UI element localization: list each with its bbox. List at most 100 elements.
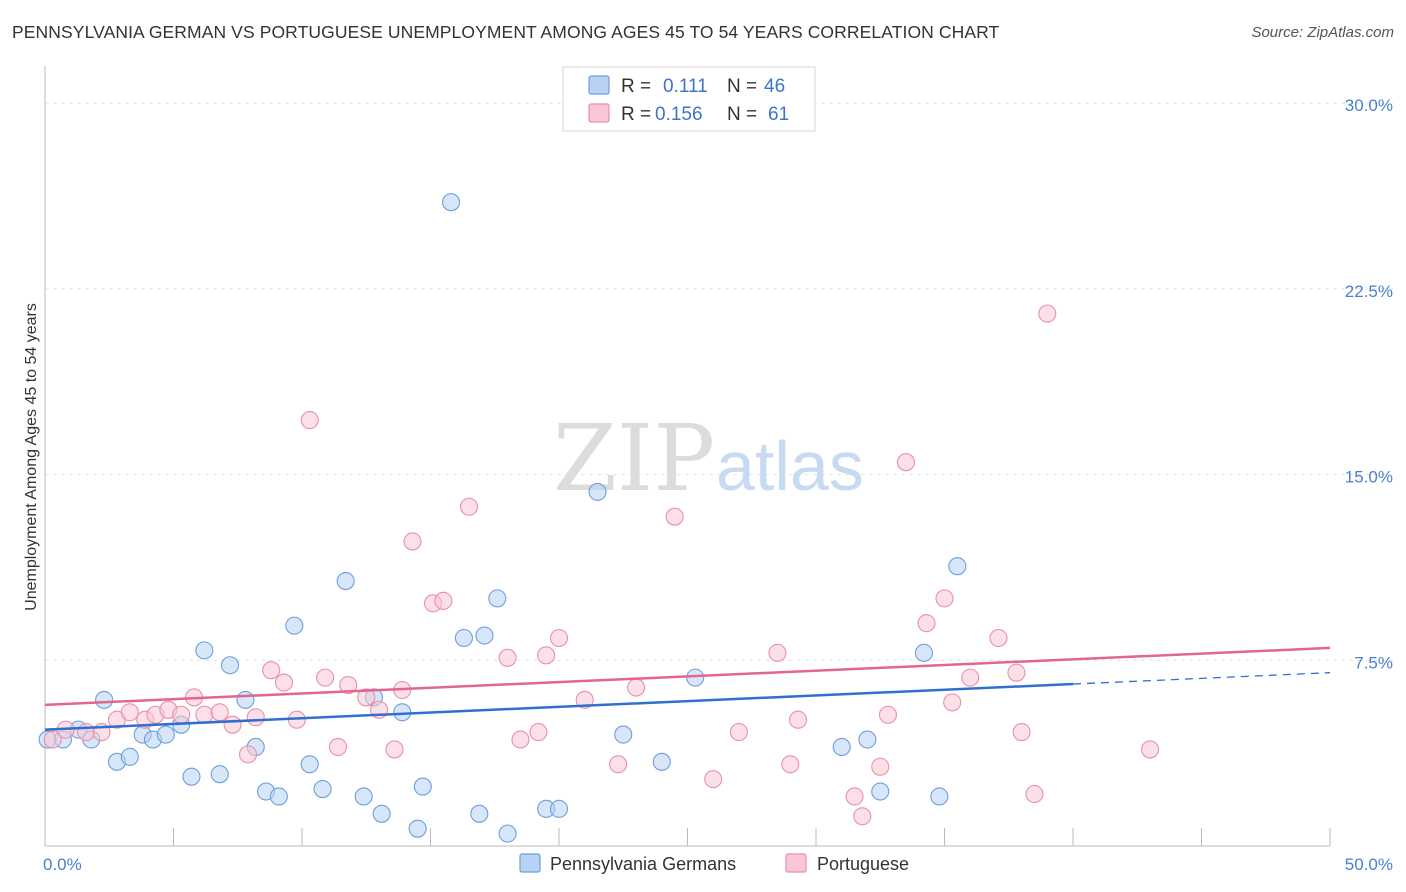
data-point-portuguese [274,673,294,692]
data-point-pennsylvania-germans [182,767,201,786]
legend-n-value-portuguese: 61 [768,104,789,125]
data-point-portuguese [262,661,281,680]
data-point-portuguese [729,723,748,742]
x-tick-label-max: 50.0% [1345,855,1393,874]
data-point-portuguese [781,755,800,774]
data-point-portuguese [223,715,242,734]
data-point-portuguese [43,730,62,749]
watermark-atlas: atlas [716,427,864,505]
data-point-portuguese [961,668,980,687]
data-point-portuguese [77,723,96,742]
data-point-portuguese [1025,784,1044,804]
data-point-portuguese [1038,304,1057,323]
data-point-portuguese [529,723,548,742]
data-point-portuguese [498,648,517,667]
data-point-pennsylvania-germans [832,737,851,757]
data-point-pennsylvania-germans [372,804,391,823]
data-point-pennsylvania-germans [408,819,427,838]
chart-title: PENNSYLVANIA GERMAN VS PORTUGUESE UNEMPL… [12,22,1000,42]
data-point-portuguese [575,690,594,709]
series-legend-swatch-portuguese [785,853,807,873]
legend-r-label: R = [621,76,651,97]
data-point-portuguese [195,705,214,724]
data-point-pennsylvania-germans [588,482,607,501]
legend-n-label: N = [727,76,757,97]
tick-labels: 7.5% 15.0% 22.5% 30.0% 0.0% 50.0% [43,96,1393,874]
data-point-portuguese [316,668,335,687]
y-tick-label: 30.0% [1345,96,1393,115]
legend-n-value-pennsylvania-germans: 46 [764,76,785,97]
data-point-pennsylvania-germans [442,193,461,212]
data-point-portuguese [328,737,348,757]
trend-line-extension-pennsylvania-germans [1072,672,1331,685]
data-point-portuguese [549,628,569,648]
series-legend-label-pennsylvania-germans: Pennsylvania Germans [550,854,736,874]
series-legend-swatch-pennsylvania-germans [519,853,541,873]
axes [44,66,1331,847]
data-point-pennsylvania-germans [930,787,949,806]
data-point-portuguese [704,770,723,789]
data-point-pennsylvania-germans [269,787,288,806]
data-point-pennsylvania-germans [95,690,114,709]
trend-line-portuguese [44,646,1331,707]
data-point-pennsylvania-germans [914,643,933,662]
watermark: ZIP atlas [553,405,864,512]
series-legend: Pennsylvania Germans Portuguese [519,853,909,874]
data-point-portuguese [459,497,479,516]
y-tick-label: 22.5% [1345,282,1393,301]
data-point-pennsylvania-germans [313,779,332,799]
data-point-portuguese [935,589,954,608]
legend-r-value-portuguese: 0.156 [655,104,703,125]
data-point-pennsylvania-germans [948,557,967,576]
y-axis-label: Unemployment Among Ages 45 to 54 years [23,303,40,611]
data-point-pennsylvania-germans [871,782,890,801]
data-point-portuguese [609,755,628,774]
data-point-portuguese [403,532,422,551]
grid-lines [45,102,1393,661]
data-point-portuguese [845,787,864,806]
data-point-portuguese [357,688,376,707]
legend-swatch-pennsylvania-germans [588,75,610,95]
data-point-pennsylvania-germans [488,589,507,608]
data-point-portuguese [768,643,787,662]
data-point-pennsylvania-germans [652,752,671,771]
data-point-pennsylvania-germans [858,730,877,749]
legend: R = 0.111 N = 46 R = 0.156 N = 61 [562,66,816,132]
data-point-portuguese [989,628,1008,648]
data-point-portuguese [537,646,556,665]
legend-r-label: R = [621,104,651,125]
data-point-portuguese [878,705,898,724]
trend-line-pennsylvania-germans [44,682,1074,731]
data-point-portuguese [172,705,191,724]
data-point-pennsylvania-germans [300,755,319,774]
data-point-portuguese [339,675,358,695]
data-point-portuguese [1012,723,1031,742]
data-point-pennsylvania-germans [120,747,139,766]
legend-n-label: N = [727,104,757,125]
data-point-pennsylvania-germans [614,725,633,744]
chart-source: Source: ZipAtlas.com [1251,24,1394,41]
data-point-portuguese [871,757,890,776]
data-point-portuguese [210,703,229,722]
data-point-pennsylvania-germans [336,571,355,591]
watermark-zip: ZIP [553,405,715,512]
data-point-portuguese [853,807,872,826]
data-point-portuguese [627,678,646,697]
legend-r-value-pennsylvania-germans: 0.111 [663,76,708,97]
x-tick-label-min: 0.0% [43,855,82,874]
data-point-portuguese [1007,663,1026,682]
data-point-pennsylvania-germans [220,656,240,675]
data-point-pennsylvania-germans [354,787,373,806]
data-point-portuguese [511,730,530,749]
data-point-pennsylvania-germans [454,628,473,648]
data-point-portuguese [1141,740,1160,759]
y-tick-label: 7.5% [1354,653,1393,672]
data-point-portuguese [434,591,453,610]
data-point-pennsylvania-germans [549,799,569,818]
data-point-portuguese [120,703,139,722]
data-point-pennsylvania-germans [475,626,494,645]
data-points [38,193,1160,843]
legend-swatch-portuguese [588,103,610,123]
y-tick-label: 15.0% [1345,468,1393,487]
